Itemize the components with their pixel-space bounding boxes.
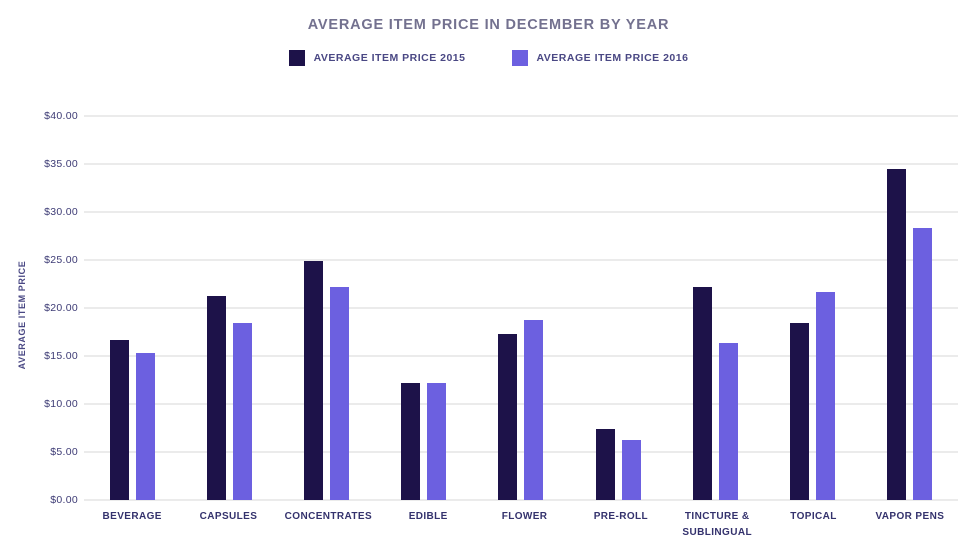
x-axis-category-label: TINCTURE & SUBLINGUAL — [682, 511, 752, 538]
y-axis-ticks: $0.00 $5.00 $10.00 $15.00 $20.00 $25.00 $30.00… — [0, 110, 78, 506]
x-axis-category-label: BEVERAGE — [102, 511, 162, 522]
legend-swatch-2015 — [288, 50, 305, 66]
gridline — [84, 403, 958, 405]
bar-2016-topical[interactable] — [815, 291, 835, 500]
y-tick-label: $0.00 — [50, 494, 78, 506]
x-axis-labels: BEVERAGE CAPSULES CONCENTRATES EDIBLE FLOWER… — [84, 509, 958, 540]
gridline — [84, 211, 958, 213]
y-tick-label: $5.00 — [50, 446, 78, 458]
bar-groups — [84, 116, 958, 500]
bar-2016-flower[interactable] — [524, 319, 544, 500]
y-tick-label: $20.00 — [44, 302, 78, 314]
legend-item-2016[interactable]: AVERAGE ITEM PRICE 2016 — [511, 50, 689, 66]
bar-2015-pre-roll[interactable] — [595, 428, 615, 500]
x-axis-category-label: TOPICAL — [790, 511, 837, 522]
y-tick-label: $35.00 — [44, 158, 78, 170]
plot-area — [84, 115, 958, 501]
y-tick-label: $15.00 — [44, 350, 78, 362]
bar-group-topical — [764, 116, 861, 500]
bar-2015-topical[interactable] — [789, 323, 809, 500]
gridline — [84, 355, 958, 357]
gridline — [84, 163, 958, 165]
gridline — [84, 307, 958, 309]
y-tick-label: $40.00 — [44, 110, 78, 122]
x-axis-category-label: FLOWER — [501, 511, 548, 522]
y-tick-label: $25.00 — [44, 254, 78, 266]
x-axis-category-label: EDIBLE — [408, 511, 448, 522]
bar-2016-concentrates[interactable] — [330, 286, 350, 500]
legend: AVERAGE ITEM PRICE 2015 AVERAGE ITEM PRI… — [0, 50, 977, 66]
bar-2015-vapor-pens[interactable] — [886, 168, 906, 500]
bar-group-vapor-pens — [861, 116, 958, 500]
bar-2015-flower[interactable] — [498, 333, 518, 500]
bar-group-flower — [472, 116, 569, 500]
bar-group-concentrates — [278, 116, 375, 500]
bar-group-edible — [375, 116, 472, 500]
x-axis-category-label: CONCENTRATES — [284, 511, 373, 522]
bar-group-tincture-sublingual — [667, 116, 764, 500]
bar-group-pre-roll — [570, 116, 667, 500]
legend-label-2016: AVERAGE ITEM PRICE 2016 — [536, 52, 689, 64]
bar-2016-vapor-pens[interactable] — [912, 228, 932, 500]
gridline — [84, 259, 958, 261]
bar-2016-beverage[interactable] — [136, 353, 156, 500]
legend-swatch-2016 — [511, 50, 528, 66]
legend-label-2015: AVERAGE ITEM PRICE 2015 — [313, 52, 466, 64]
chart-title: AVERAGE ITEM PRICE IN DECEMBER BY YEAR — [307, 17, 670, 33]
bar-2015-concentrates[interactable] — [304, 260, 324, 500]
bar-2015-capsules[interactable] — [207, 296, 227, 500]
x-axis-category-label: CAPSULES — [199, 511, 258, 522]
bar-group-capsules — [181, 116, 278, 500]
bar-2015-edible[interactable] — [401, 382, 421, 500]
bar-2016-edible[interactable] — [427, 382, 447, 500]
bar-2016-pre-roll[interactable] — [621, 439, 641, 500]
bar-2016-capsules[interactable] — [233, 323, 253, 500]
legend-item-2015[interactable]: AVERAGE ITEM PRICE 2015 — [288, 50, 466, 66]
bar-2015-beverage[interactable] — [110, 339, 130, 500]
bar-group-beverage — [84, 116, 181, 500]
gridline — [84, 499, 958, 501]
y-tick-label: $30.00 — [44, 206, 78, 218]
y-tick-label: $10.00 — [44, 398, 78, 410]
gridline — [84, 115, 958, 117]
x-axis-category-label: PRE-ROLL — [593, 511, 649, 522]
bar-2015-tincture-sublingual[interactable] — [692, 286, 712, 500]
bar-2016-tincture-sublingual[interactable] — [718, 342, 738, 500]
x-axis-category-label: VAPOR PENS — [875, 511, 945, 522]
gridline — [84, 451, 958, 453]
